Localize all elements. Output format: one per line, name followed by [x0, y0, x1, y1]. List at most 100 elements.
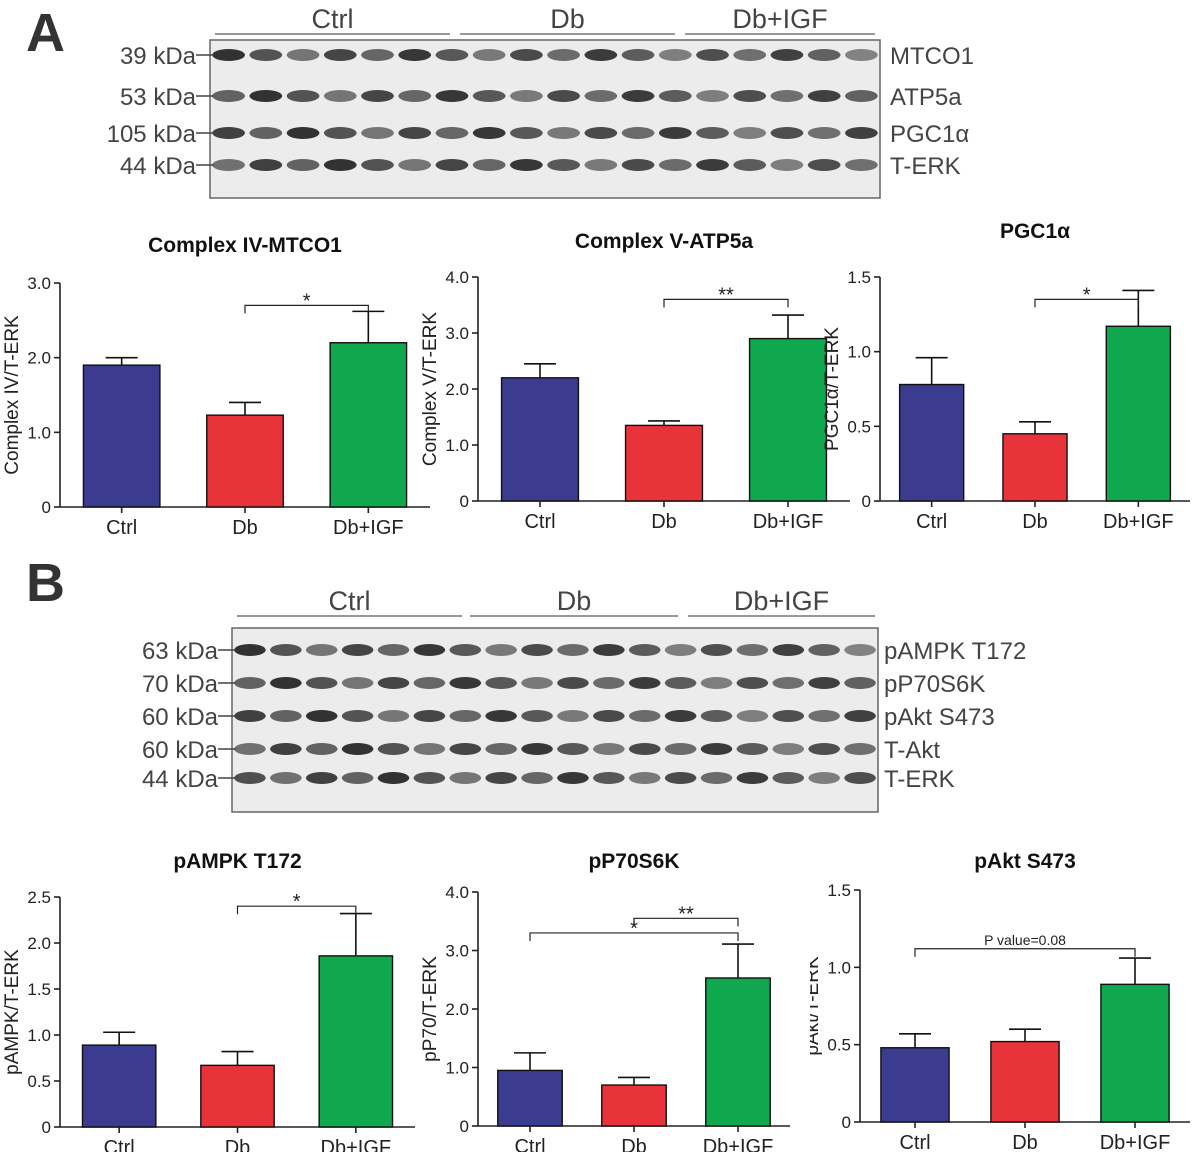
chart-title: pAkt S473: [974, 850, 1076, 873]
band: [733, 90, 767, 102]
band: [521, 677, 553, 689]
band: [700, 710, 733, 722]
western-blot-a: Ctrl Db Db+IGF 39 kDa MTCO1 53 kDa ATP5a 105 kD…: [107, 4, 974, 199]
significance-bracket: [236, 905, 357, 915]
mw-marker-label: 105 kDa: [107, 121, 197, 148]
bar: [1002, 433, 1068, 502]
band: [377, 772, 410, 784]
band: [472, 127, 506, 139]
protein-label: PGC1α: [890, 121, 969, 148]
band: [413, 644, 446, 656]
group-label: Ctrl: [329, 586, 371, 616]
band: [361, 49, 394, 61]
mw-marker-label: 60 kDa: [142, 737, 219, 764]
group-label: Db+IGF: [732, 4, 827, 34]
mw-marker-label: 63 kDa: [142, 638, 219, 665]
band: [621, 49, 655, 61]
x-tick-label: Ctrl: [899, 1132, 930, 1152]
band: [696, 49, 729, 61]
band: [584, 49, 618, 61]
significance-label: *: [293, 891, 301, 913]
y-tick-label: 2.0: [445, 1000, 469, 1019]
panel-letter-b: B: [26, 553, 65, 613]
band: [658, 127, 692, 139]
y-tick-label: 0: [862, 492, 871, 511]
y-tick-label: 1.0: [27, 423, 51, 442]
x-tick-label: Ctrl: [106, 517, 137, 539]
band: [398, 49, 432, 61]
band: [323, 127, 357, 139]
band: [377, 677, 410, 689]
band: [435, 90, 469, 102]
band: [808, 644, 840, 656]
x-tick-label: Ctrl: [104, 1137, 135, 1152]
y-tick-label: 0: [460, 492, 469, 511]
y-axis-label: Complex V/T-ERK: [420, 312, 441, 466]
band: [377, 644, 410, 656]
band: [234, 677, 266, 689]
band: [305, 710, 338, 722]
blot-membrane: [231, 627, 879, 813]
band: [341, 743, 374, 755]
band: [557, 710, 589, 722]
band: [249, 159, 283, 171]
band: [736, 710, 769, 722]
bar: [329, 342, 408, 508]
chart-title: pP70S6K: [588, 850, 679, 873]
band: [770, 90, 804, 102]
y-tick-label: 0: [42, 1118, 51, 1137]
band: [664, 710, 697, 722]
band: [413, 677, 446, 689]
band: [807, 159, 841, 171]
chart-pgc1a: PGC1α PGC1α/T-ERK 0 0.5 1.0 1.5 Ctrl Db Db+IGF *: [822, 220, 1190, 533]
y-axis-label: PGC1α/T-ERK: [822, 327, 843, 451]
protein-label: T-ERK: [890, 153, 961, 180]
protein-label: T-ERK: [884, 766, 955, 793]
band: [270, 677, 302, 689]
band: [449, 710, 482, 722]
bar: [500, 377, 580, 502]
y-tick-label: 0.5: [27, 1072, 51, 1091]
band: [808, 710, 840, 722]
band: [485, 772, 517, 784]
x-tick-label: Db: [1012, 1132, 1038, 1152]
band: [664, 772, 697, 784]
y-tick-label: 0.5: [847, 417, 871, 436]
mw-marker-label: 44 kDa: [120, 153, 197, 180]
protein-label: pAkt S473: [884, 704, 995, 731]
band: [845, 127, 878, 139]
band: [808, 743, 840, 755]
band: [557, 644, 589, 656]
band: [234, 644, 266, 656]
band: [521, 710, 553, 722]
y-tick-label: 2.0: [445, 380, 469, 399]
band: [733, 49, 767, 61]
group-label: Ctrl: [312, 4, 354, 34]
band: [485, 644, 517, 656]
band: [628, 677, 661, 689]
y-axis-label: pAMPK/T-ERK: [2, 949, 23, 1075]
band: [341, 644, 374, 656]
band: [658, 159, 692, 171]
chart-pakt-s473: pAkt S473 pAkt/T-ERK 0 0.5 1.0 1.5 Ctrl Db Db+IG…: [810, 850, 1190, 1152]
y-axis-label: pP70/T-ERK: [420, 956, 441, 1062]
band: [557, 743, 589, 755]
x-tick-label: Db: [232, 517, 258, 539]
mw-marker-label: 70 kDa: [142, 671, 219, 698]
y-tick-label: 0: [460, 1117, 469, 1136]
band: [510, 90, 543, 102]
y-tick-label: 0: [42, 498, 51, 517]
band: [844, 644, 876, 656]
band: [472, 49, 506, 61]
band: [628, 710, 661, 722]
x-tick-label: Ctrl: [916, 511, 947, 533]
band: [696, 90, 729, 102]
significance-label: **: [718, 284, 734, 306]
band: [510, 49, 543, 61]
band: [361, 159, 394, 171]
group-label: Db: [557, 586, 592, 616]
band: [249, 90, 283, 102]
significance-bracket: [244, 304, 369, 314]
mw-marker-label: 53 kDa: [120, 84, 197, 111]
band: [658, 90, 692, 102]
